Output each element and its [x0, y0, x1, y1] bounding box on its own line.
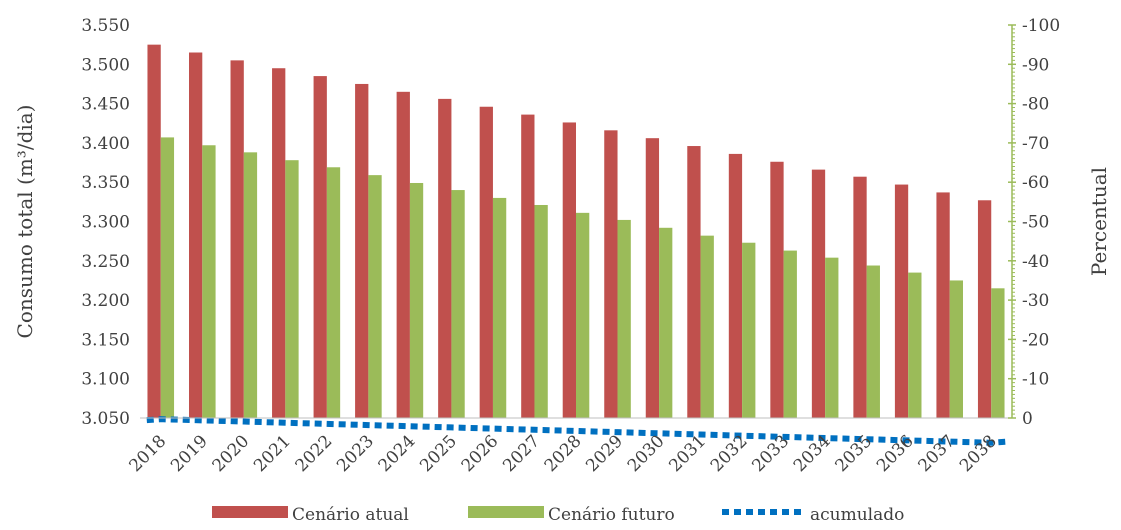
legend-item-cenário-futuro: Cenário futuro [468, 505, 675, 525]
y-tick-label-0: 3.050 [81, 409, 130, 429]
bar-cenário-futuro-2030 [659, 227, 673, 418]
y2-tick-label-10: -100 [1022, 16, 1060, 36]
bar-cenário-atual-2024 [396, 91, 410, 418]
legend-label-0: Cenário atual [292, 505, 409, 525]
legend-swatch-1 [468, 506, 544, 518]
bar-cenário-atual-2037 [936, 192, 950, 418]
bar-cenário-atual-2026 [479, 106, 493, 419]
bar-cenário-atual-2028 [562, 122, 576, 419]
bar-cenário-atual-2034 [811, 169, 826, 418]
y-tick-label-4: 3.250 [81, 252, 130, 272]
y2-tick-label-1: -10 [1022, 370, 1049, 390]
x-tick-label-2022: 2022 [292, 431, 337, 476]
x-tick-label-2025: 2025 [416, 431, 461, 476]
bar-cenário-atual-2032 [728, 153, 743, 418]
bar-cenário-futuro-2036 [908, 272, 922, 418]
bar-cenário-atual-2033 [770, 161, 784, 418]
bar-cenário-atual-2025 [438, 98, 452, 418]
y2-tick-label-4: -40 [1022, 252, 1049, 272]
bar-cenário-futuro-2037 [949, 280, 963, 418]
x-tick-label-2021: 2021 [250, 431, 295, 476]
legend-item-acumulado: acumulado [722, 505, 904, 525]
y-tick-label-5: 3.300 [81, 213, 130, 233]
y-axis-title: Consumo total (m³/dia) [13, 105, 37, 339]
bar-cenário-atual-2023 [355, 83, 369, 418]
bar-cenário-futuro-2025 [451, 190, 465, 418]
x-tick-label-2024: 2024 [375, 431, 420, 476]
bar-cenário-futuro-2031 [700, 235, 714, 418]
bar-cenário-atual-2036 [894, 184, 909, 418]
y-tick-label-6: 3.350 [81, 173, 130, 193]
legend-item-cenário-atual: Cenário atual [212, 505, 409, 525]
bar-cenário-futuro-2023 [368, 175, 382, 418]
x-tick-label-2026: 2026 [458, 431, 503, 476]
bar-cenário-atual-2021 [272, 68, 286, 418]
x-tick-label-2030: 2030 [624, 431, 669, 476]
bar-cenário-atual-2038 [977, 200, 992, 418]
x-tick-label-2038: 2038 [956, 431, 1001, 476]
line-acumulado [146, 416, 1006, 446]
bar-cenário-futuro-2034 [825, 257, 839, 418]
bar-cenário-futuro-2021 [285, 160, 299, 418]
y2-tick-label-7: -70 [1022, 134, 1049, 154]
bar-cenário-futuro-2033 [783, 250, 797, 418]
bar-cenário-atual-2019 [189, 52, 203, 418]
legend: Cenário atual Cenário futuro acumulado [212, 505, 904, 525]
y-tick-label-2: 3.150 [81, 330, 130, 350]
x-tick-label-2020: 2020 [209, 431, 254, 476]
y2-tick-label-3: -30 [1022, 291, 1049, 311]
y-tick-label-3: 3.200 [81, 291, 130, 311]
bar-cenário-futuro-2038 [991, 288, 1005, 418]
bar-cenário-atual-2035 [853, 176, 867, 418]
y-tick-label-10: 3.550 [81, 16, 130, 36]
y2-axis-title: Percentual [1087, 167, 1111, 276]
bar-cenário-futuro-2028 [576, 212, 590, 418]
bar-cenário-futuro-2029 [617, 219, 631, 418]
y-tick-label-9: 3.500 [81, 55, 130, 75]
bar-cenário-atual-2029 [604, 130, 618, 418]
bar-cenário-futuro-2027 [534, 204, 548, 418]
y2-tick-label-2: -20 [1022, 330, 1049, 350]
legend-label-2: acumulado [810, 505, 904, 525]
accumulated-line-group [146, 416, 1006, 446]
bar-cenário-futuro-2018 [160, 137, 175, 418]
x-tick-label-2028: 2028 [541, 431, 586, 476]
x-tick-label-2029: 2029 [582, 431, 627, 476]
legend-label-1: Cenário futuro [548, 505, 675, 525]
legend-swatch-0 [212, 506, 288, 518]
bar-cenário-atual-2020 [230, 60, 244, 419]
x-tick-label-2027: 2027 [499, 431, 544, 476]
bar-cenário-atual-2018 [147, 44, 161, 419]
bar-cenário-futuro-2024 [409, 182, 424, 418]
y-tick-label-1: 3.100 [81, 370, 130, 390]
y-tick-label-8: 3.450 [81, 95, 130, 115]
x-tick-label-2018: 2018 [126, 431, 171, 476]
bar-cenário-atual-2030 [645, 138, 660, 418]
x-tick-label-2031: 2031 [665, 431, 710, 476]
y-tick-label-7: 3.400 [81, 134, 130, 154]
y2-tick-label-0: 0 [1022, 409, 1033, 429]
bar-cenário-futuro-2026 [492, 197, 507, 418]
x-tick-label-2019: 2019 [167, 431, 212, 476]
y2-tick-label-6: -60 [1022, 173, 1049, 193]
y2-tick-label-9: -90 [1022, 55, 1049, 75]
x-tick-label-2023: 2023 [333, 431, 378, 476]
bar-cenário-atual-2031 [687, 146, 701, 419]
bars-group [147, 44, 1005, 419]
bar-cenário-futuro-2022 [326, 167, 341, 418]
bar-cenário-futuro-2032 [742, 242, 756, 418]
bar-cenário-atual-2027 [521, 114, 535, 418]
bar-cenário-futuro-2035 [866, 265, 880, 418]
bar-cenário-futuro-2019 [202, 145, 216, 418]
y2-tick-label-5: -50 [1022, 213, 1049, 233]
bar-cenário-futuro-2020 [243, 152, 258, 418]
bar-cenário-atual-2022 [313, 76, 327, 418]
y2-tick-label-8: -80 [1022, 95, 1049, 115]
